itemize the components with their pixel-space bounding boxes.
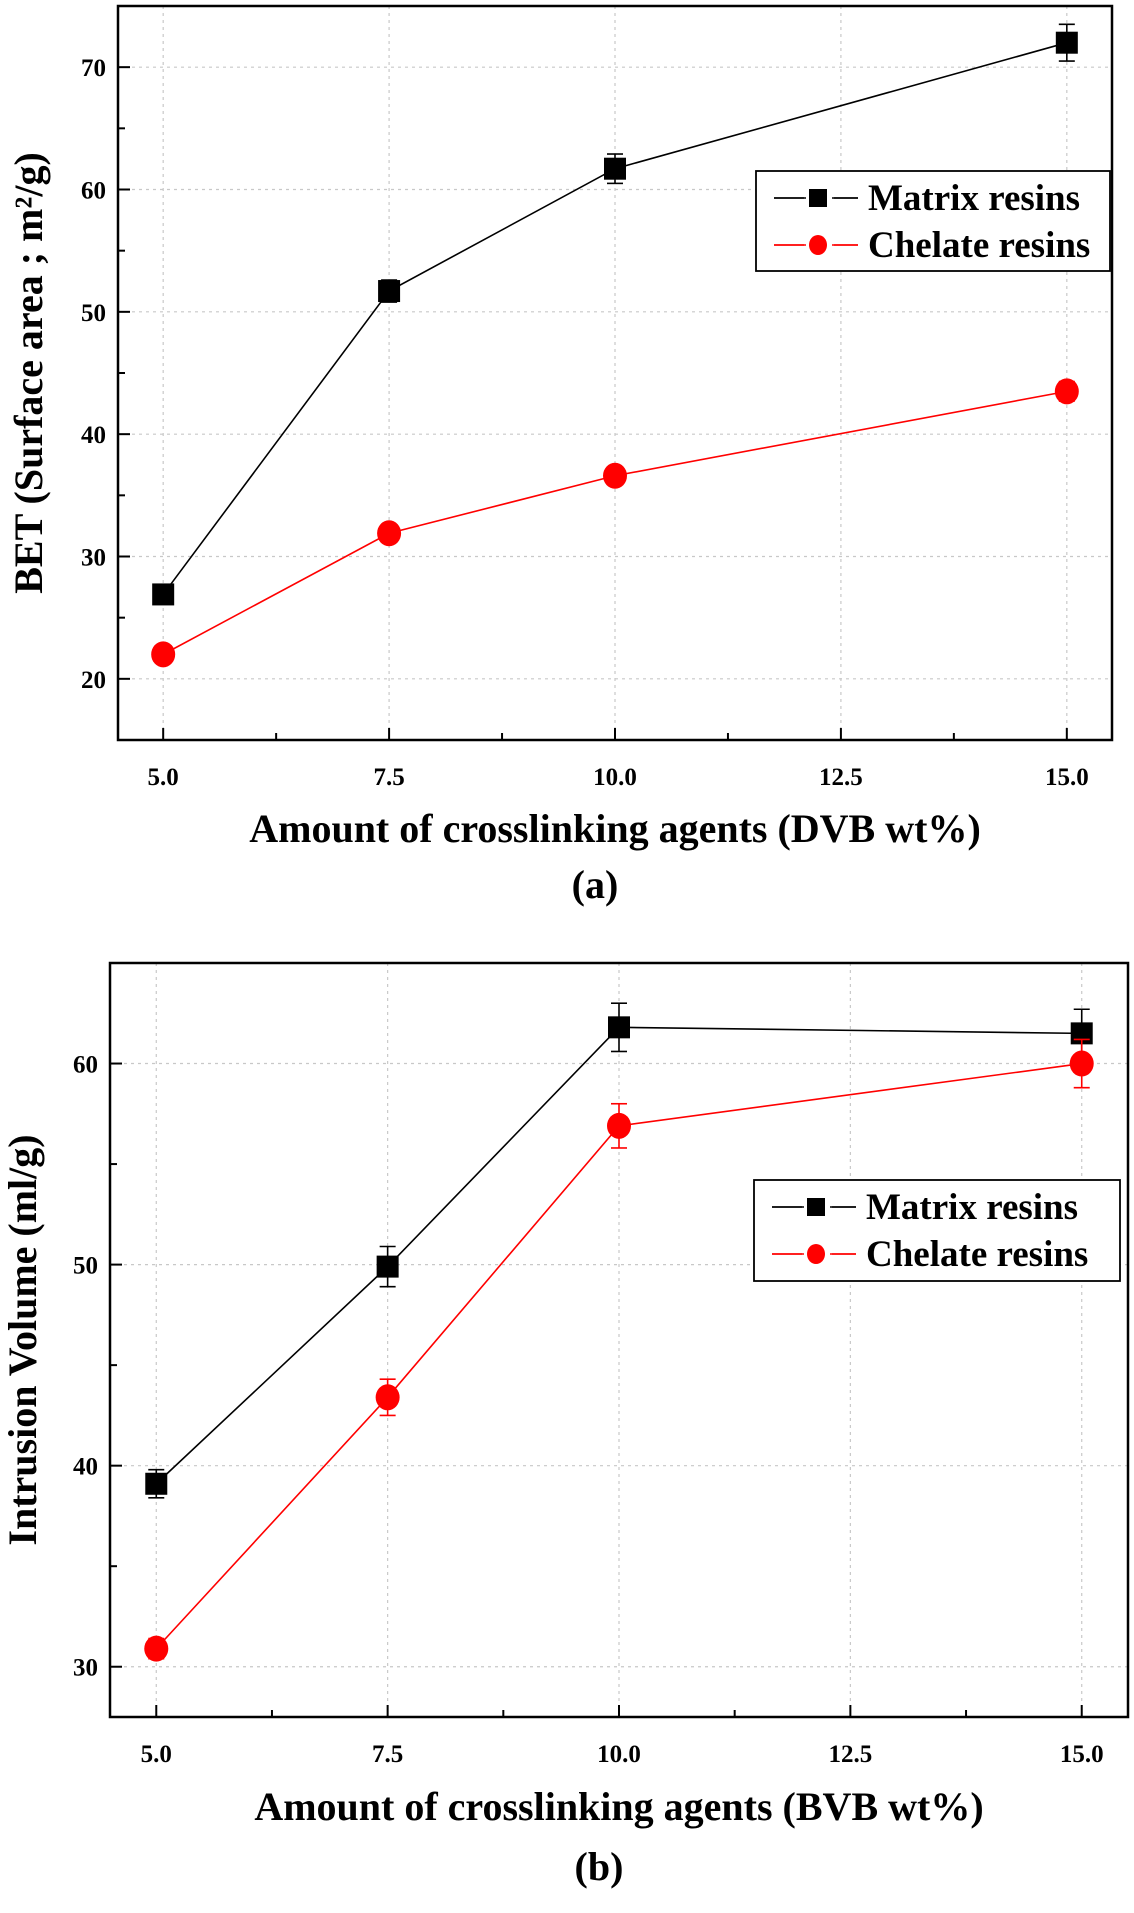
y-tick-label: 20 xyxy=(81,667,106,694)
legend-marker-circle xyxy=(809,235,827,255)
y-tick-label: 30 xyxy=(81,545,106,572)
data-point-square xyxy=(378,280,401,303)
series-chelate-resins xyxy=(151,378,1079,668)
x-axis-label: Amount of crosslinking agents (BVB wt%) xyxy=(254,1784,983,1829)
series-line xyxy=(162,41,1068,595)
y-tick-label: 70 xyxy=(81,55,106,82)
data-point-circle xyxy=(603,462,627,489)
chart-panel-b: 5.0 7.5 10.0 12.5 15.0 30 40 50 60 Amount of cros… xyxy=(0,961,1130,1889)
x-tick-label: 12.5 xyxy=(828,1741,872,1768)
panel-label: (a) xyxy=(572,862,619,907)
legend-label: Matrix resins xyxy=(868,178,1080,219)
y-tick-label: 40 xyxy=(81,422,106,449)
data-point-circle xyxy=(151,641,176,668)
data-point-square xyxy=(608,1016,630,1039)
y-tick-label: 50 xyxy=(73,1253,98,1280)
y-tick-label: 30 xyxy=(73,1655,98,1682)
y-axis-label: BET (Surface area ; m²/g) xyxy=(6,152,51,594)
legend: Matrix resins Chelate resins xyxy=(753,1179,1121,1282)
legend-marker-square xyxy=(809,189,827,207)
x-tick-label: 5.0 xyxy=(141,1741,172,1768)
legend-label: Chelate resins xyxy=(866,1234,1088,1275)
legend-marker-circle xyxy=(807,1244,825,1264)
data-point-circle xyxy=(375,1384,400,1411)
data-point-square xyxy=(1055,31,1078,54)
data-point-square xyxy=(152,583,175,606)
series-chelate-resins xyxy=(144,1038,1094,1662)
y-axis-label: Intrusion Volume (ml/g) xyxy=(0,1134,45,1545)
x-tick-label: 15.0 xyxy=(1060,1741,1104,1768)
x-tick-label: 5.0 xyxy=(148,764,179,791)
data-point-circle xyxy=(1054,378,1079,405)
x-tick-label: 15.0 xyxy=(1045,764,1089,791)
data-point-circle xyxy=(1069,1050,1094,1077)
series-line xyxy=(162,390,1067,656)
x-tick-label: 10.0 xyxy=(597,1741,641,1768)
x-tick-label: 7.5 xyxy=(373,764,404,791)
legend-marker-square xyxy=(807,1198,825,1216)
series-line xyxy=(155,1062,1082,1650)
x-tick-label: 12.5 xyxy=(819,764,863,791)
legend-label: Chelate resins xyxy=(868,225,1090,266)
data-point-square xyxy=(145,1472,168,1495)
x-tick-label: 10.0 xyxy=(593,764,637,791)
y-tick-label: 60 xyxy=(81,178,106,205)
x-axis-label: Amount of crosslinking agents (DVB wt%) xyxy=(249,806,981,851)
legend: Matrix resins Chelate resins xyxy=(755,170,1111,272)
y-tick-label: 60 xyxy=(73,1052,98,1079)
data-point-square xyxy=(604,157,626,180)
x-tick-label: 7.5 xyxy=(372,1741,403,1768)
series-matrix-resins xyxy=(152,23,1078,606)
legend-label: Matrix resins xyxy=(866,1187,1078,1228)
data-point-square xyxy=(376,1255,399,1278)
panel-label: (b) xyxy=(575,1844,624,1889)
y-tick-label: 40 xyxy=(73,1454,98,1481)
data-point-circle xyxy=(607,1112,631,1139)
data-point-circle xyxy=(377,520,402,547)
data-point-circle xyxy=(144,1635,169,1662)
y-tick-label: 50 xyxy=(81,300,106,327)
series-line xyxy=(155,1026,1082,1485)
chart-panel-a: 5.0 7.5 10.0 12.5 15.0 20 30 40 50 60 70 Amount of … xyxy=(6,4,1114,907)
